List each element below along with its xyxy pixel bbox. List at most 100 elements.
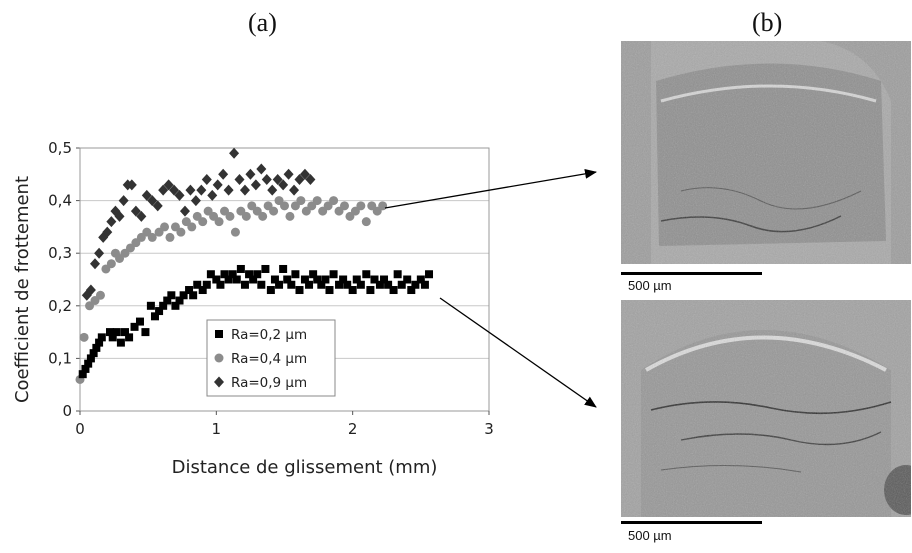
point-ra-0-2-m: [425, 270, 434, 279]
point-ra-0-2-m: [261, 264, 270, 273]
point-ra-0-2-m: [179, 291, 188, 300]
point-ra-0-2-m: [352, 275, 361, 284]
point-ra-0-9-m: [261, 174, 272, 186]
point-ra-0-2-m: [266, 286, 275, 295]
point-ra-0-4-m: [106, 259, 116, 269]
point-ra-0-2-m: [86, 354, 95, 363]
point-ra-0-4-m: [241, 211, 251, 221]
point-ra-0-4-m: [356, 201, 366, 211]
point-ra-0-9-m: [218, 168, 229, 180]
point-ra-0-2-m: [253, 270, 262, 279]
point-ra-0-9-m: [163, 179, 174, 191]
point-ra-0-2-m: [108, 333, 117, 342]
point-ra-0-4-m: [147, 232, 157, 242]
y-tick-label: 0,5: [48, 139, 72, 157]
point-ra-0-9-m: [89, 258, 100, 270]
point-ra-0-4-m: [269, 206, 279, 216]
legend-swatch-ra-0-4-m: [214, 353, 224, 363]
point-ra-0-9-m: [283, 168, 294, 180]
y-tick-label: 0,3: [48, 244, 72, 262]
point-ra-0-4-m: [160, 222, 170, 232]
point-ra-0-9-m: [239, 184, 250, 196]
point-ra-0-9-m: [185, 184, 196, 196]
legend-label-ra-0-2-m: Ra=0,2 µm: [231, 327, 307, 343]
point-ra-0-2-m: [384, 280, 393, 289]
point-ra-0-4-m: [361, 217, 371, 227]
y-tick-label: 0,2: [48, 297, 72, 315]
point-ra-0-2-m: [370, 275, 379, 284]
point-ra-0-2-m: [216, 280, 225, 289]
point-ra-0-2-m: [232, 275, 241, 284]
point-ra-0-2-m: [240, 280, 249, 289]
point-ra-0-2-m: [228, 270, 237, 279]
point-ra-0-2-m: [325, 286, 334, 295]
point-ra-0-2-m: [393, 270, 402, 279]
point-ra-0-2-m: [245, 270, 254, 279]
point-ra-0-9-m: [118, 195, 129, 207]
point-ra-0-2-m: [407, 286, 416, 295]
point-ra-0-2-m: [135, 317, 144, 326]
point-ra-0-2-m: [150, 312, 159, 321]
point-ra-0-4-m: [329, 196, 339, 206]
point-ra-0-2-m: [279, 264, 288, 273]
point-ra-0-9-m: [136, 210, 147, 222]
point-ra-0-2-m: [120, 328, 129, 337]
point-ra-0-2-m: [193, 280, 202, 289]
point-ra-0-9-m: [223, 184, 234, 196]
point-ra-0-4-m: [95, 290, 105, 300]
scale-bar-bottom: [621, 521, 762, 524]
point-ra-0-2-m: [291, 270, 300, 279]
point-ra-0-9-m: [152, 200, 163, 212]
plot-area: [79, 147, 490, 412]
x-tick-label: 0: [75, 420, 85, 438]
point-ra-0-9-m: [174, 189, 185, 201]
sem-micrograph-top: [621, 41, 911, 264]
point-ra-0-2-m: [212, 275, 221, 284]
point-ra-0-9-m: [267, 184, 278, 196]
point-ra-0-2-m: [155, 307, 164, 316]
point-ra-0-2-m: [343, 280, 352, 289]
point-ra-0-2-m: [81, 364, 90, 373]
point-ra-0-2-m: [356, 280, 365, 289]
point-ra-0-2-m: [141, 328, 150, 337]
point-ra-0-2-m: [366, 286, 375, 295]
point-ra-0-2-m: [362, 270, 371, 279]
point-ra-0-9-m: [305, 174, 316, 186]
point-ra-0-2-m: [275, 280, 284, 289]
point-ra-0-9-m: [272, 174, 283, 186]
point-ra-0-2-m: [283, 275, 292, 284]
point-ra-0-9-m: [114, 210, 125, 222]
point-ra-0-2-m: [300, 275, 309, 284]
point-ra-0-4-m: [187, 222, 197, 232]
legend-swatch-ra-0-9-m: [214, 376, 224, 388]
y-tick-label: 0: [62, 402, 72, 420]
point-ra-0-2-m: [198, 286, 207, 295]
arrow-to-top-image: [384, 168, 597, 209]
point-ra-0-2-m: [105, 328, 114, 337]
point-ra-0-9-m: [294, 174, 305, 186]
point-ra-0-2-m: [339, 275, 348, 284]
sem-micrograph-bottom: [621, 300, 911, 517]
point-ra-0-9-m: [256, 163, 267, 175]
point-ra-0-2-m: [97, 333, 106, 342]
legend-swatch-ra-0-2-m: [215, 330, 223, 338]
point-ra-0-2-m: [116, 338, 125, 347]
point-ra-0-9-m: [126, 179, 137, 191]
point-ra-0-9-m: [85, 284, 96, 296]
point-ra-0-2-m: [389, 286, 398, 295]
point-ra-0-9-m: [201, 174, 212, 186]
point-ra-0-4-m: [339, 201, 349, 211]
point-ra-0-2-m: [411, 280, 420, 289]
point-ra-0-2-m: [167, 291, 176, 300]
point-ra-0-9-m: [94, 247, 105, 259]
point-ra-0-2-m: [257, 280, 266, 289]
point-ra-0-9-m: [207, 189, 218, 201]
point-ra-0-4-m: [296, 196, 306, 206]
arrow-to-bottom-image: [439, 297, 597, 408]
point-ra-0-2-m: [159, 301, 168, 310]
scale-bar-top: [621, 272, 762, 275]
point-ra-0-2-m: [78, 370, 87, 379]
point-ra-0-2-m: [309, 270, 318, 279]
point-ra-0-2-m: [249, 275, 258, 284]
